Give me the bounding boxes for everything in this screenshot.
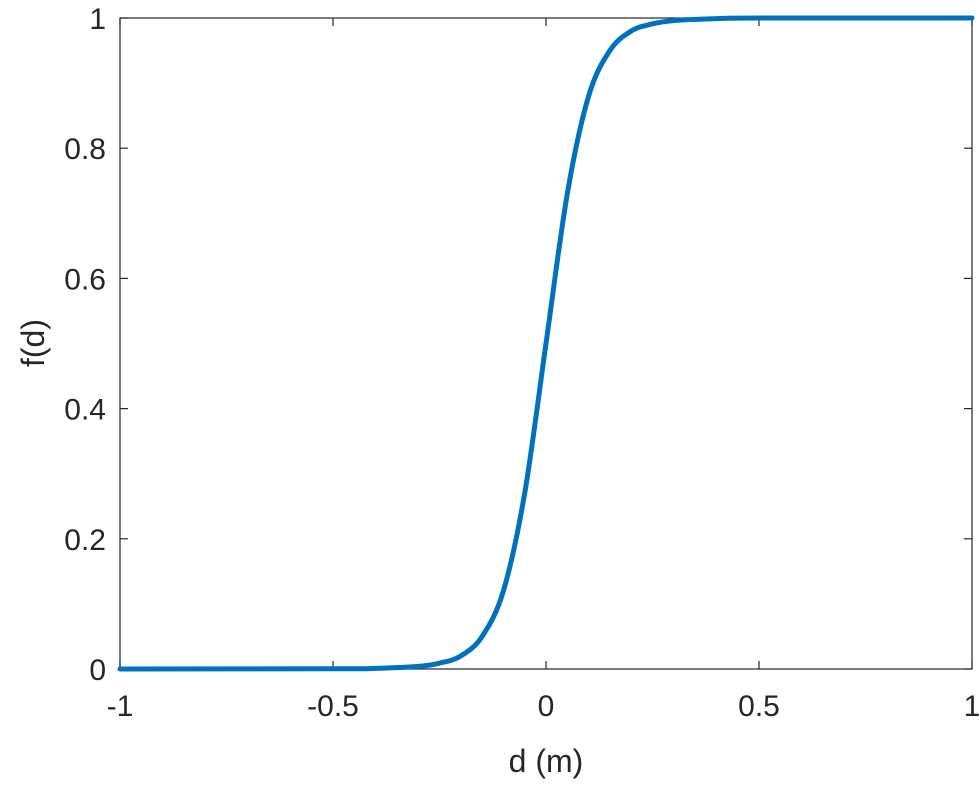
plot-area	[117, 15, 975, 672]
y-tick-labels: 0 0.2 0.4 0.6 0.8 1	[64, 3, 106, 687]
y-tick-label: 0.8	[64, 133, 106, 166]
x-tick-label: 1	[964, 690, 980, 723]
x-axis-label: d (m)	[509, 743, 584, 779]
y-tick-label: 0	[89, 654, 106, 687]
x-tick-label: -1	[107, 690, 134, 723]
x-tick-label: 0.5	[738, 690, 780, 723]
series-layer	[117, 15, 975, 672]
x-tick-label: -0.5	[307, 690, 359, 723]
y-axis-label: f(d)	[15, 319, 51, 367]
y-tick-label: 0.4	[64, 394, 106, 427]
x-tick-label: 0	[538, 690, 555, 723]
y-tick-label: 0.2	[64, 524, 106, 557]
y-tick-label: 1	[89, 3, 106, 36]
series-line	[117, 15, 975, 672]
x-tick-labels: -1 -0.5 0 0.5 1	[107, 690, 980, 723]
y-tick-label: 0.6	[64, 263, 106, 296]
